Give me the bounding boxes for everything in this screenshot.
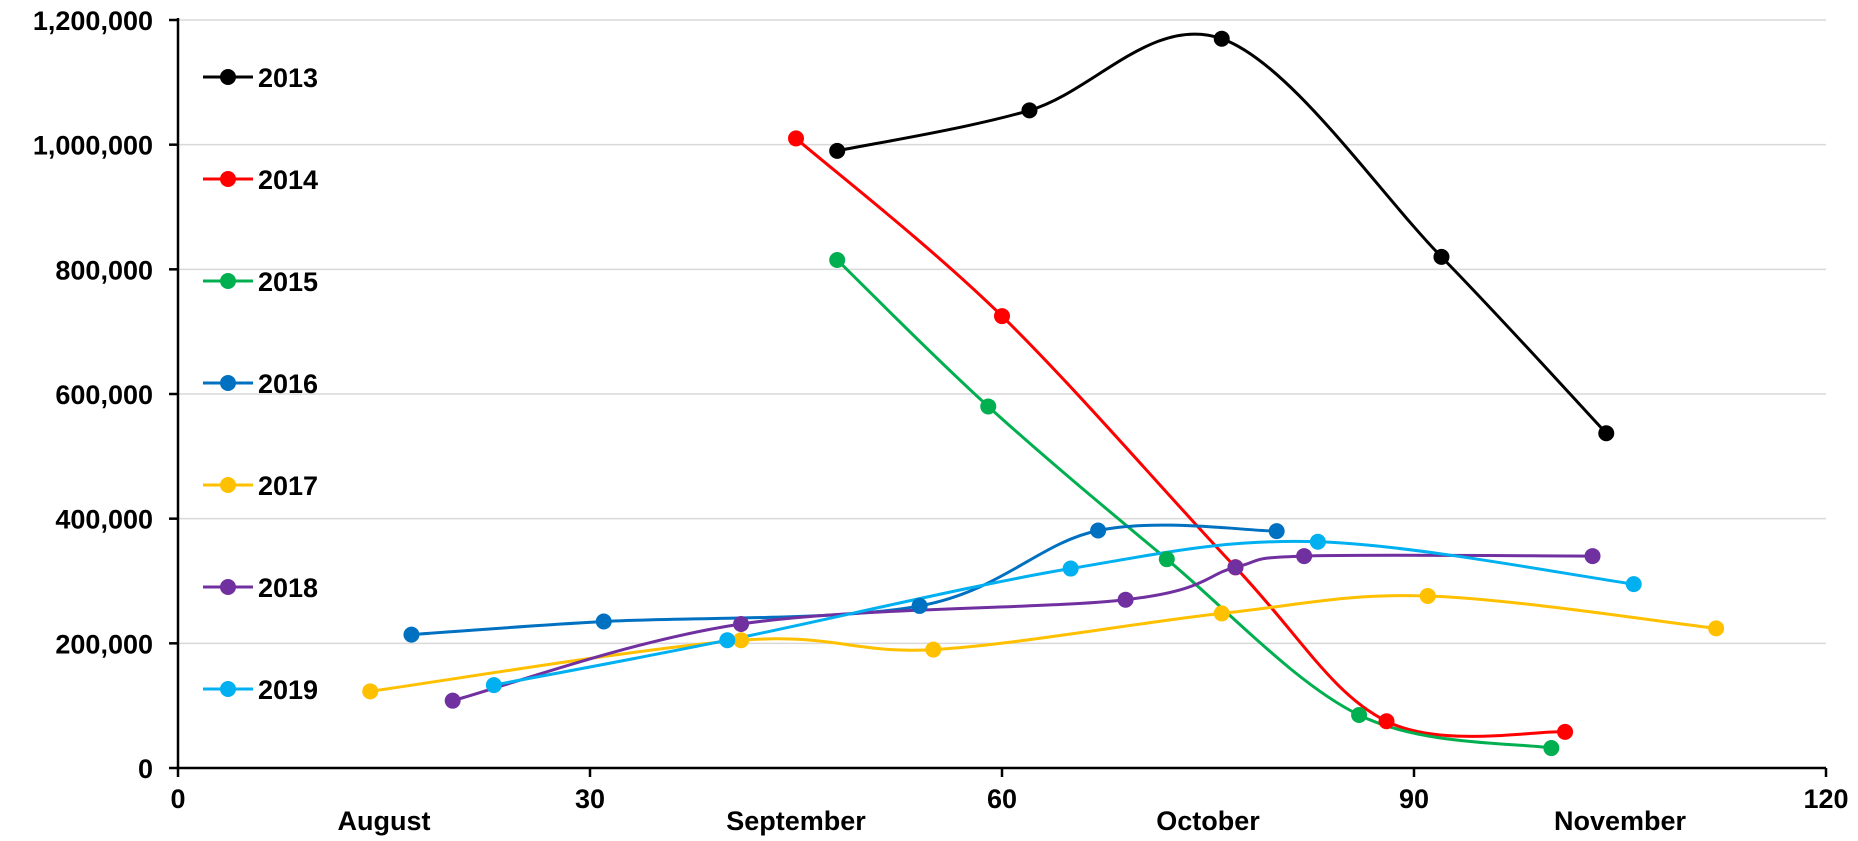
series-line-2015: [836, 258, 1552, 750]
data-point-2016: [403, 626, 420, 643]
data-point-2015: [829, 251, 846, 268]
y-tick-label: 400,000: [55, 505, 153, 535]
data-point-2016: [1268, 523, 1285, 540]
legend-marker-2016: [220, 375, 236, 391]
data-point-2019: [485, 677, 502, 694]
legend-marker-2013: [220, 69, 236, 85]
gridlines: [178, 19, 1826, 645]
legend-marker-2015: [220, 273, 236, 289]
data-point-2017: [925, 641, 942, 658]
data-point-2019: [1062, 560, 1079, 577]
data-point-2015: [1158, 551, 1175, 568]
data-point-2013: [1021, 102, 1038, 119]
data-point-2018: [444, 692, 461, 709]
legend-label-2018: 2018: [258, 573, 318, 603]
data-point-2013: [1598, 425, 1615, 442]
data-point-2018: [1296, 548, 1313, 565]
y-tick-label: 200,000: [55, 629, 153, 659]
y-tick-label: 600,000: [55, 380, 153, 410]
month-label: September: [726, 806, 866, 836]
data-point-2018: [1227, 559, 1244, 576]
data-point-2016: [911, 597, 928, 614]
month-label: November: [1554, 806, 1687, 836]
data-point-2014: [1557, 723, 1574, 740]
data-point-2019: [1309, 533, 1326, 550]
data-point-2017: [1213, 605, 1230, 622]
data-point-2017: [362, 683, 379, 700]
legend-label-2015: 2015: [258, 267, 318, 297]
data-point-2016: [595, 613, 612, 630]
series-lines: [370, 32, 1717, 750]
legend-marker-2014: [220, 171, 236, 187]
series-line-2017: [370, 594, 1717, 693]
data-point-2013: [829, 142, 846, 159]
legend-label-2013: 2013: [258, 63, 318, 93]
legend-label-2016: 2016: [258, 369, 318, 399]
data-point-2013: [1213, 30, 1230, 47]
data-point-2017: [733, 632, 750, 649]
data-point-2015: [1543, 740, 1560, 757]
y-tick-label: 0: [138, 754, 153, 784]
data-point-2015: [1351, 707, 1368, 724]
data-point-2015: [980, 398, 997, 415]
x-tick-label: 90: [1399, 784, 1429, 814]
legend-marker-2018: [220, 579, 236, 595]
data-point-2018: [1584, 548, 1601, 565]
y-tick-label: 1,000,000: [33, 131, 153, 161]
y-tick-label: 800,000: [55, 255, 153, 285]
data-point-2014: [994, 308, 1010, 325]
data-points: [362, 30, 1725, 757]
y-tick-label: 1,200,000: [33, 6, 153, 36]
data-point-2016: [1090, 522, 1107, 539]
legend-label-2019: 2019: [258, 675, 318, 705]
data-point-2017: [1419, 587, 1436, 604]
series-line-2019: [493, 539, 1634, 687]
series-line-2018: [452, 553, 1593, 703]
legend-label-2014: 2014: [258, 165, 318, 195]
data-point-2014: [1378, 713, 1395, 730]
data-point-2018: [733, 616, 750, 633]
axes: 0 200,000 400,000 600,000 800,000 1,000,000 1,…: [33, 6, 1849, 836]
month-label: August: [338, 806, 431, 836]
x-tick-label: 0: [170, 784, 185, 814]
legend-marker-2017: [220, 477, 236, 493]
legend: 2013 2014 2015 2016 2017 2018 2019: [203, 63, 318, 705]
x-tick-label: 60: [987, 784, 1017, 814]
legend-marker-2019: [220, 681, 236, 697]
data-point-2019: [719, 632, 736, 649]
data-point-2018: [1117, 591, 1134, 608]
series-line-2014: [795, 137, 1566, 738]
data-point-2017: [1708, 620, 1725, 637]
data-point-2014: [788, 130, 804, 147]
data-point-2019: [1625, 576, 1642, 593]
x-tick-label: 30: [575, 784, 605, 814]
data-point-2013: [1433, 248, 1450, 265]
x-tick-label: 120: [1803, 784, 1848, 814]
legend-label-2017: 2017: [258, 471, 318, 501]
month-label: October: [1156, 806, 1260, 836]
